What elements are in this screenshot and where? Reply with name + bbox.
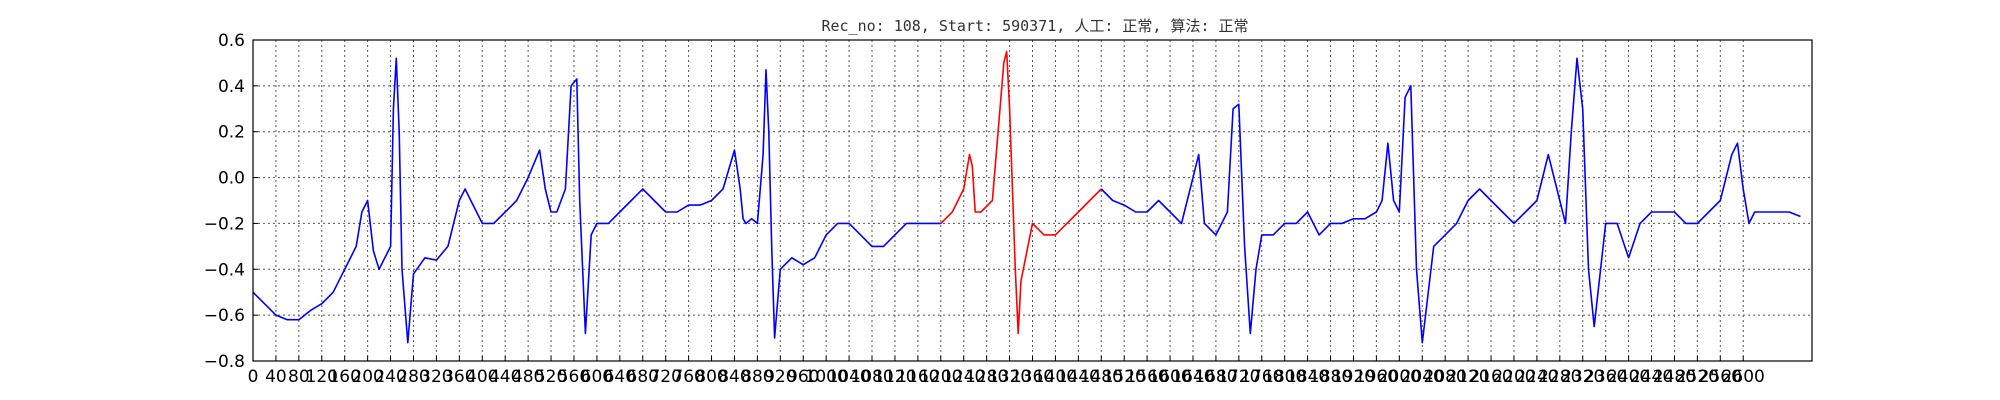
x-tick-label: 2040 — [1401, 367, 1444, 387]
x-tick-label: 120 — [306, 367, 338, 387]
x-tick-label: 2600 — [1722, 367, 1765, 387]
x-tick-label: 760 — [672, 367, 704, 387]
x-tick-label: 2280 — [1538, 367, 1581, 387]
y-tick-label: 0.6 — [218, 31, 245, 51]
x-tick-label: 680 — [627, 367, 659, 387]
x-tick-label: 2360 — [1584, 367, 1627, 387]
x-tick-label: 240 — [374, 367, 406, 387]
y-tick-label: 0.2 — [218, 123, 245, 143]
x-tick-label: 1960 — [1355, 367, 1398, 387]
x-tick-label: 1040 — [827, 367, 870, 387]
x-tick-label: 1000 — [805, 367, 848, 387]
x-tick-label: 880 — [741, 367, 773, 387]
chart-title: Rec_no: 108, Start: 590371, 人工: 正常, 算法: … — [821, 17, 1248, 35]
y-tick-label: −0.6 — [204, 306, 245, 326]
x-tick-label: 2320 — [1561, 367, 1604, 387]
x-tick-label: 1880 — [1309, 367, 1352, 387]
x-tick-label: 2240 — [1515, 367, 1558, 387]
x-tick-label: 2160 — [1469, 367, 1512, 387]
x-tick-label: 1120 — [873, 367, 916, 387]
x-tick-label: 2000 — [1378, 367, 1421, 387]
series-lines — [252, 50, 1801, 344]
x-tick-label: 80 — [288, 367, 310, 387]
x-tick-label: 520 — [535, 367, 567, 387]
x-tick-label: 1360 — [1011, 367, 1054, 387]
x-tick-label: 640 — [604, 367, 636, 387]
x-tick-label: 1920 — [1332, 367, 1375, 387]
x-tick-label: 400 — [466, 367, 498, 387]
y-tick-label: −0.8 — [204, 352, 245, 372]
x-tick-label: 40 — [265, 367, 287, 387]
x-tick-label: 2480 — [1653, 367, 1696, 387]
x-tick-label: 440 — [489, 367, 521, 387]
x-tick-label: 960 — [787, 367, 819, 387]
x-tick-label: 360 — [443, 367, 475, 387]
x-tick-label: 1760 — [1240, 367, 1283, 387]
x-tick-label: 160 — [328, 367, 360, 387]
x-tick-label: 1480 — [1080, 367, 1123, 387]
y-tick-label: −0.4 — [204, 260, 245, 280]
x-tick-label: 0 — [248, 367, 259, 387]
y-tick-label: 0.0 — [218, 169, 245, 189]
x-tick-label: 2080 — [1424, 367, 1467, 387]
x-tick-label: 1440 — [1057, 367, 1100, 387]
x-tick-label: 1160 — [896, 367, 939, 387]
x-tick-label: 2560 — [1699, 367, 1742, 387]
x-tick-label: 280 — [397, 367, 429, 387]
x-tick-label: 2120 — [1446, 367, 1489, 387]
x-tick-label: 560 — [558, 367, 590, 387]
x-tick-label: 1680 — [1194, 367, 1237, 387]
x-tick-label: 1320 — [988, 367, 1031, 387]
grid-lines — [253, 40, 1812, 361]
x-tick-label: 1840 — [1286, 367, 1329, 387]
x-tick-label: 2520 — [1676, 367, 1719, 387]
x-tick-label: 720 — [649, 367, 681, 387]
x-tick-label: 320 — [420, 367, 452, 387]
x-tick-label: 1080 — [850, 367, 893, 387]
x-tick-label: 1640 — [1171, 367, 1214, 387]
x-tick-label: 2400 — [1607, 367, 1650, 387]
x-tick-label: 920 — [764, 367, 796, 387]
x-tick-label: 1240 — [942, 367, 985, 387]
x-tick-label: 1720 — [1217, 367, 1260, 387]
y-tick-label: 0.4 — [218, 77, 245, 97]
x-tick-label: 1280 — [965, 367, 1008, 387]
x-tick-label: 1400 — [1034, 367, 1077, 387]
x-tick-label: 600 — [581, 367, 613, 387]
y-tick-label: −0.2 — [204, 214, 245, 234]
x-tick-label: 2440 — [1630, 367, 1673, 387]
series-line-after — [1100, 57, 1801, 344]
axis-ticks: 0 40 8012016020024028032036040044048052056… — [204, 31, 1765, 387]
x-tick-label: 1520 — [1103, 367, 1146, 387]
x-tick-label: 1600 — [1148, 367, 1191, 387]
series-line-highlighted — [940, 50, 1102, 335]
x-tick-label: 1560 — [1125, 367, 1168, 387]
x-tick-label: 1200 — [919, 367, 962, 387]
x-tick-label: 200 — [351, 367, 383, 387]
x-tick-label: 840 — [718, 367, 750, 387]
x-tick-label: 800 — [695, 367, 727, 387]
x-tick-label: 1800 — [1263, 367, 1306, 387]
x-tick-label: 480 — [512, 367, 544, 387]
series-line-before — [252, 57, 941, 344]
x-tick-label: 2200 — [1492, 367, 1535, 387]
